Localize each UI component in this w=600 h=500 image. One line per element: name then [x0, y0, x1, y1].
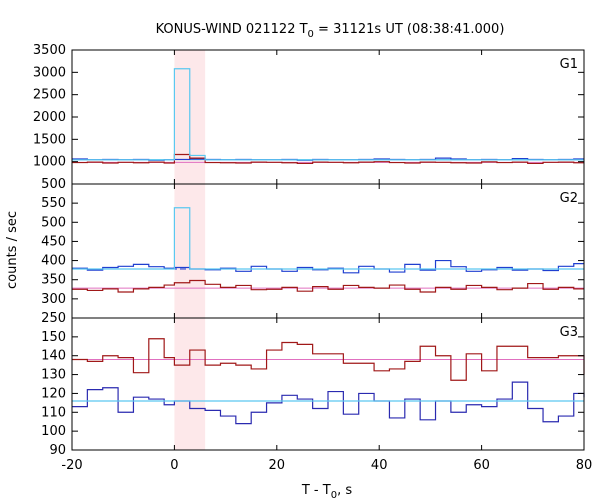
- panel-label-G1: G1: [560, 57, 578, 72]
- panel-G3-series-1: [72, 381, 585, 425]
- panel-G2-ytick-label-0: 250: [41, 311, 66, 326]
- panel-G1-ytick-label-4: 2500: [33, 88, 66, 103]
- x-axis-label-main: T - T: [301, 483, 331, 498]
- x-axis-label-rest: , s: [337, 483, 352, 498]
- panel-G2-ytick-label-1: 300: [41, 292, 66, 307]
- panel-G1-ytick-label-5: 3000: [33, 65, 66, 80]
- x-tick-label-0: -20: [61, 458, 82, 473]
- panel-G3-frame: [71, 317, 585, 451]
- panel-G2-ytick-label-6: 550: [41, 196, 66, 211]
- x-tick-label-5: 80: [576, 458, 593, 473]
- panel-G3-series-0: [72, 338, 585, 381]
- panel-G1-frame: [71, 49, 585, 185]
- panel-G2-ytick-label-3: 400: [41, 254, 66, 269]
- x-tick-label-1: 0: [170, 458, 178, 473]
- panel-G2-ytick-label-4: 450: [41, 234, 66, 249]
- panel-G2-ytick-label-5: 500: [41, 215, 66, 230]
- panel-G1-ytick-label-2: 1500: [33, 132, 66, 147]
- panel-G2-series-0: [72, 259, 584, 274]
- x-tick-label-2: 20: [269, 458, 286, 473]
- chart-title-rest: = 31121s UT (08:38:41.000): [314, 22, 504, 37]
- panel-label-G3: G3: [560, 325, 578, 340]
- x-tick-label-4: 60: [473, 458, 490, 473]
- panel-G3-ytick-label-5: 140: [41, 349, 66, 364]
- panel-G1-ytick-label-3: 2000: [33, 110, 66, 125]
- x-tick-label-3: 40: [371, 458, 388, 473]
- panel-label-G2: G2: [560, 191, 578, 206]
- x-axis-label-sub: 0: [331, 490, 337, 500]
- panel-G1-ytick-label-0: 500: [41, 177, 66, 192]
- panel-G2-ytick-label-2: 350: [41, 273, 66, 288]
- panel-G3-ytick-label-2: 110: [41, 405, 66, 420]
- plot-area: 500100015002000250030003500G125030035040…: [33, 43, 592, 473]
- panel-G1-series-2: [72, 68, 584, 161]
- y-axis-label: counts / sec: [5, 211, 20, 289]
- panel-G1-ytick-label-6: 3500: [33, 43, 66, 58]
- chart-title-sub: 0: [308, 29, 314, 40]
- panel-G3-ytick-label-1: 100: [41, 424, 66, 439]
- panel-G1-ytick-label-1: 1000: [33, 155, 66, 170]
- panel-G1-series-1: [72, 153, 584, 165]
- panel-G2-series-2: [72, 207, 584, 270]
- chart-title-main: KONUS-WIND 021122 T: [156, 22, 308, 37]
- panel-G3-ytick-label-4: 130: [41, 368, 66, 383]
- panel-G3-ytick-label-6: 150: [41, 330, 66, 345]
- panel-G2-series-1: [72, 279, 584, 293]
- panel-G3-ytick-label-0: 90: [49, 443, 66, 458]
- x-axis-label: T - T0, s: [301, 483, 352, 500]
- chart-title: KONUS-WIND 021122 T0 = 31121s UT (08:38:…: [156, 22, 505, 40]
- panel-G2-frame: [71, 183, 585, 319]
- panel-G3-ytick-label-3: 120: [41, 386, 66, 401]
